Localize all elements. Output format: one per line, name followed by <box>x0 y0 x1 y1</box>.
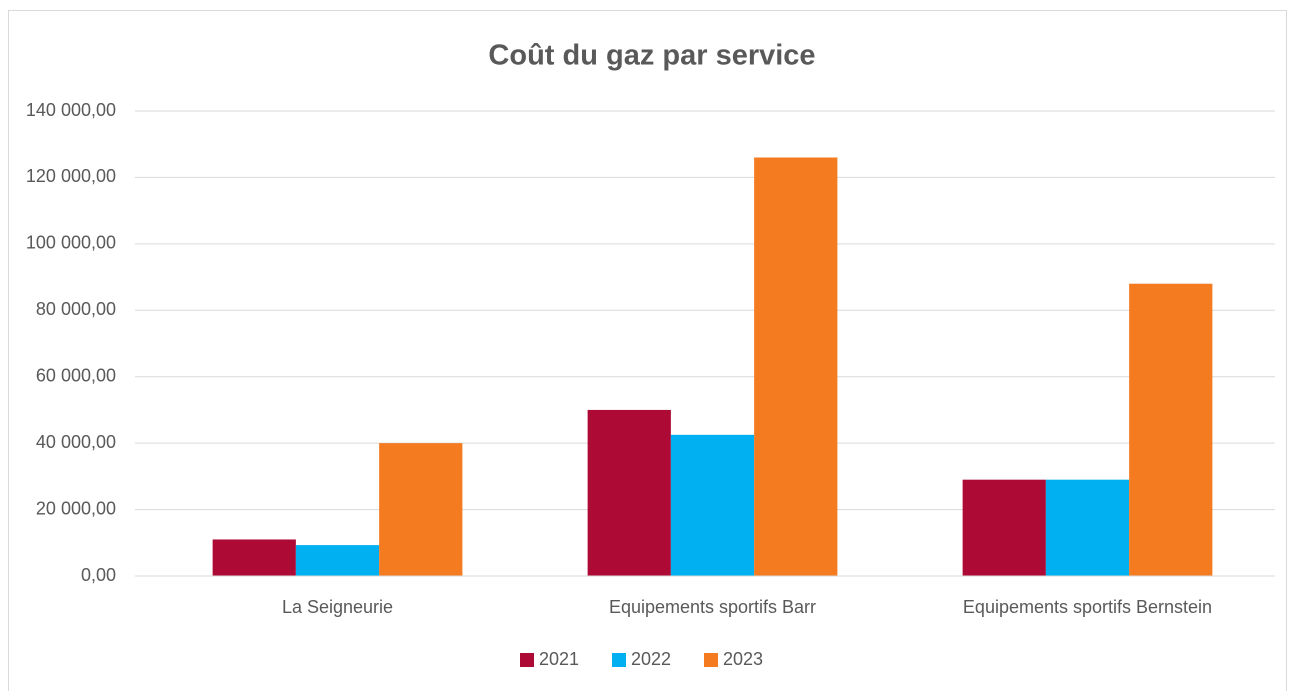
y-tick-label: 60 000,00 <box>36 365 116 385</box>
bar <box>379 443 463 576</box>
bar <box>962 479 1046 576</box>
legend-swatch <box>520 653 534 667</box>
y-tick-label: 140 000,00 <box>26 100 116 120</box>
x-tick-label: La Seigneurie <box>282 597 393 617</box>
chart-title: Coût du gaz par service <box>488 40 815 72</box>
legend-label: 2022 <box>631 649 671 669</box>
chart-frame <box>8 10 1287 691</box>
bar <box>212 539 296 576</box>
legend-swatch <box>612 653 626 667</box>
bar <box>1129 283 1213 576</box>
x-tick-label: Equipements sportifs Barr <box>609 597 816 617</box>
legend-label: 2021 <box>539 649 579 669</box>
x-tick-label: Equipements sportifs Bernstein <box>963 597 1212 617</box>
y-tick-label: 100 000,00 <box>26 233 116 253</box>
bar <box>670 434 755 576</box>
bar <box>587 409 671 576</box>
y-tick-label: 20 000,00 <box>36 498 116 518</box>
bar <box>295 545 380 576</box>
legend-swatch <box>704 653 718 667</box>
y-tick-label: 120 000,00 <box>26 166 116 186</box>
legend-label: 2023 <box>723 649 763 669</box>
bar <box>1045 479 1130 576</box>
bar <box>754 157 838 576</box>
y-tick-label: 40 000,00 <box>36 432 116 452</box>
y-tick-label: 80 000,00 <box>36 299 116 319</box>
y-tick-label: 0,00 <box>81 565 116 585</box>
